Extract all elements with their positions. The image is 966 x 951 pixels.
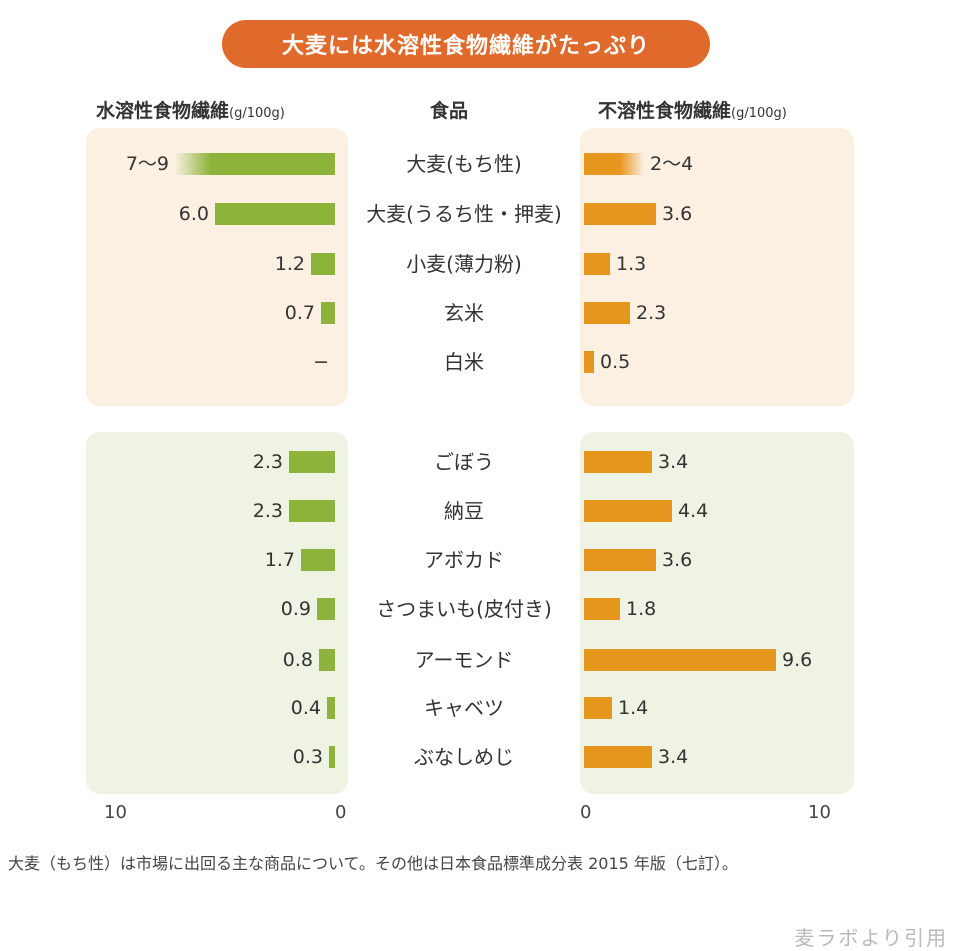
insoluble-fiber-bar <box>584 253 610 275</box>
soluble-fiber-value: 6.0 <box>178 203 209 225</box>
insoluble-fiber-bar <box>584 302 630 324</box>
vegetable-panel-left <box>86 432 348 794</box>
soluble-fiber-bar <box>289 500 335 522</box>
soluble-fiber-bar <box>317 598 335 620</box>
insoluble-fiber-bar <box>584 746 652 768</box>
soluble-fiber-value: 2.3 <box>252 500 283 522</box>
soluble-fiber-value: 1.2 <box>274 253 305 275</box>
insoluble-fiber-value: 2〜4 <box>650 153 694 175</box>
food-label: 大麦(もち性) <box>406 152 522 176</box>
food-label: 納豆 <box>444 499 484 523</box>
soluble-fiber-bar <box>175 153 335 175</box>
insoluble-fiber-bar <box>584 598 620 620</box>
food-label: ごぼう <box>434 450 494 474</box>
vegetable-panel-right <box>580 432 854 794</box>
soluble-fiber-value: − <box>313 351 329 373</box>
soluble-fiber-value: 0.4 <box>290 697 321 719</box>
food-label: 玄米 <box>444 301 484 325</box>
soluble-fiber-bar <box>327 697 335 719</box>
source-credit: 麦ラボより引用 <box>794 926 948 950</box>
footnote: 大麦（もち性）は市場に出回る主な商品について。その他は日本食品標準成分表 201… <box>8 854 738 873</box>
right-axis-header: 不溶性食物繊維(g/100g) <box>598 96 787 123</box>
soluble-fiber-value: 1.7 <box>264 549 295 571</box>
insoluble-fiber-bar <box>584 697 612 719</box>
right-axis-tick-10: 10 <box>808 802 831 823</box>
food-label: 大麦(うるち性・押麦) <box>366 202 562 226</box>
left-axis-header-unit: (g/100g) <box>229 106 285 121</box>
insoluble-fiber-value: 2.3 <box>636 302 667 324</box>
insoluble-fiber-bar <box>584 153 644 175</box>
food-label: アボカド <box>424 548 504 572</box>
insoluble-fiber-value: 3.4 <box>658 746 689 768</box>
insoluble-fiber-bar <box>584 351 594 373</box>
soluble-fiber-bar <box>289 451 335 473</box>
center-header: 食品 <box>430 100 469 122</box>
insoluble-fiber-bar <box>584 500 672 522</box>
right-axis-header-label: 不溶性食物繊維 <box>598 100 732 122</box>
insoluble-fiber-value: 1.4 <box>618 697 649 719</box>
food-label: ぶなしめじ <box>414 745 514 769</box>
insoluble-fiber-value: 3.4 <box>658 451 689 473</box>
food-label: キャベツ <box>424 696 504 720</box>
soluble-fiber-value: 0.8 <box>282 649 313 671</box>
soluble-fiber-bar <box>319 649 335 671</box>
soluble-fiber-bar <box>329 746 335 768</box>
insoluble-fiber-value: 3.6 <box>662 549 693 571</box>
insoluble-fiber-value: 1.3 <box>616 253 647 275</box>
insoluble-fiber-value: 0.5 <box>600 351 631 373</box>
insoluble-fiber-value: 4.4 <box>678 500 709 522</box>
soluble-fiber-value: 0.7 <box>284 302 315 324</box>
soluble-fiber-bar <box>321 302 335 324</box>
soluble-fiber-value: 2.3 <box>252 451 283 473</box>
right-axis-header-unit: (g/100g) <box>731 106 787 121</box>
left-axis-header-label: 水溶性食物繊維 <box>96 100 230 122</box>
soluble-fiber-bar <box>301 549 335 571</box>
soluble-fiber-value: 7〜9 <box>125 153 169 175</box>
insoluble-fiber-bar <box>584 451 652 473</box>
soluble-fiber-bar <box>215 203 335 225</box>
food-label: 白米 <box>444 350 484 374</box>
food-label: 小麦(薄力粉) <box>406 252 522 276</box>
soluble-fiber-bar <box>311 253 335 275</box>
chart-title: 大麦には水溶性食物繊維がたっぷり <box>222 20 710 68</box>
food-label: さつまいも(皮付き) <box>376 597 552 621</box>
left-axis-tick-0: 0 <box>335 802 347 823</box>
insoluble-fiber-bar <box>584 549 656 571</box>
soluble-fiber-value: 0.3 <box>292 746 323 768</box>
left-axis-tick-10: 10 <box>104 802 127 823</box>
insoluble-fiber-value: 3.6 <box>662 203 693 225</box>
insoluble-fiber-value: 9.6 <box>782 649 813 671</box>
right-axis-tick-0: 0 <box>580 802 592 823</box>
insoluble-fiber-bar <box>584 649 776 671</box>
food-label: アーモンド <box>414 648 514 672</box>
left-axis-header: 水溶性食物繊維(g/100g) <box>96 96 285 123</box>
soluble-fiber-value: 0.9 <box>280 598 311 620</box>
insoluble-fiber-bar <box>584 203 656 225</box>
insoluble-fiber-value: 1.8 <box>626 598 657 620</box>
